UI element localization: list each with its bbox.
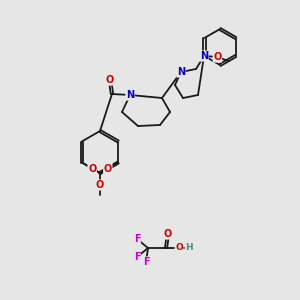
Text: O: O xyxy=(213,52,221,62)
Text: O: O xyxy=(175,244,183,253)
Text: F: F xyxy=(134,234,140,244)
Text: O: O xyxy=(96,180,104,190)
Text: N: N xyxy=(126,90,134,100)
Text: O: O xyxy=(164,229,172,239)
Text: F: F xyxy=(143,257,149,267)
Text: O: O xyxy=(106,75,114,85)
Text: O: O xyxy=(88,164,96,173)
Text: F: F xyxy=(134,252,140,262)
Text: N: N xyxy=(177,67,185,77)
Text: O: O xyxy=(104,164,112,173)
Text: H: H xyxy=(185,244,193,253)
Text: N: N xyxy=(200,51,208,61)
